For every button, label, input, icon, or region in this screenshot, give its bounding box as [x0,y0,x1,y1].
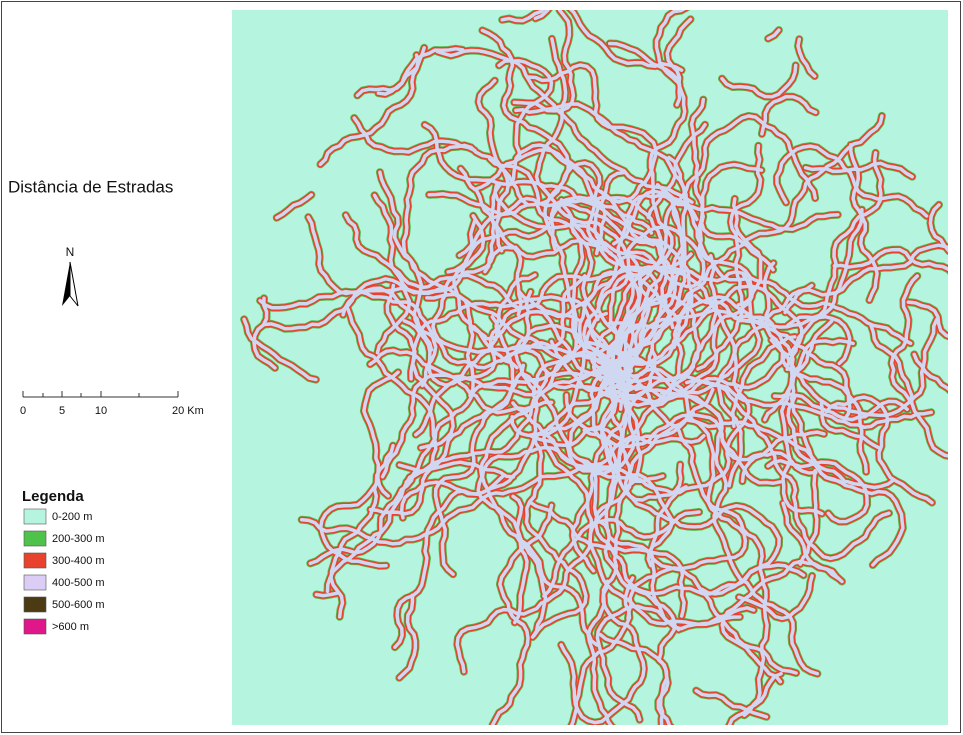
north-label: N [66,245,75,259]
scale-label: 5 [59,405,65,417]
legend-swatch [24,619,46,634]
legend-swatch [24,597,46,612]
map-layout: Distância de Estradas N 0 5 10 20 Km Leg… [0,0,963,735]
road [316,593,337,596]
legend-swatch [24,509,46,524]
legend-swatch [24,531,46,546]
legend-label: 400-500 m [52,577,105,589]
legend-title: Legenda [22,488,84,505]
scale-label: 0 [20,405,26,417]
legend-label: 0-200 m [52,511,92,523]
legend-label: 200-300 m [52,533,105,545]
scale-label: 10 [95,405,107,417]
legend-label: >600 m [52,621,89,633]
legend-label: 300-400 m [52,555,105,567]
page: {"title": "Distância de Estradas", "nort… [0,0,963,735]
scale-label: 20 Km [172,405,204,417]
legend-swatch [24,553,46,568]
legend-label: 500-600 m [52,599,105,611]
map-title: Distância de Estradas [8,177,173,196]
legend-swatch [24,575,46,590]
